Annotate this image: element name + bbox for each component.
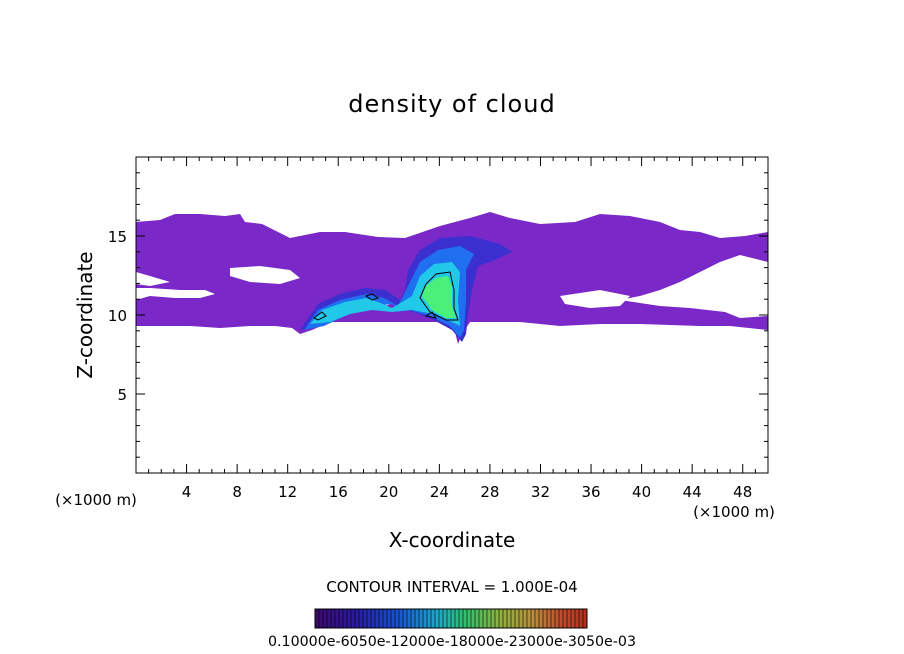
contour-interval: CONTOUR INTERVAL = 1.000E-04 [326, 578, 577, 596]
y-axis-label: Z-coordinate [73, 251, 97, 378]
y-tick-labels: 5 10 15 [108, 228, 127, 404]
cloud-region-cyan [310, 262, 460, 326]
x-tick-label: 32 [531, 483, 550, 501]
x-tick-label: 28 [480, 483, 499, 501]
x-tick-labels: 4 8 12 16 20 24 28 32 36 40 44 48 [182, 483, 752, 501]
x-tick-label: 4 [182, 483, 192, 501]
cloud-region-green [422, 276, 456, 318]
x-axis-label: X-coordinate [389, 528, 516, 552]
x-unit-right: (×1000 m) [693, 503, 775, 521]
x-tick-label: 48 [733, 483, 752, 501]
x-tick-label: 24 [430, 483, 449, 501]
x-tick-label: 44 [683, 483, 702, 501]
axis-ticks [136, 157, 768, 473]
x-unit-left: (×1000 m) [55, 491, 137, 509]
x-tick-label: 16 [329, 483, 348, 501]
y-tick-label: 10 [108, 307, 127, 325]
x-tick-label: 12 [278, 483, 297, 501]
y-tick-label: 5 [117, 386, 127, 404]
x-tick-label: 40 [632, 483, 651, 501]
chart-title: density of cloud [348, 90, 555, 118]
x-tick-label: 8 [232, 483, 242, 501]
x-tick-label: 20 [379, 483, 398, 501]
cloud-field [136, 212, 768, 344]
colorbar-labels: 0.10000e-6050e-12000e-18000e-23000e-3050… [268, 634, 636, 650]
y-tick-label: 15 [108, 228, 127, 246]
x-tick-label: 36 [581, 483, 600, 501]
colorbar [314, 608, 588, 629]
